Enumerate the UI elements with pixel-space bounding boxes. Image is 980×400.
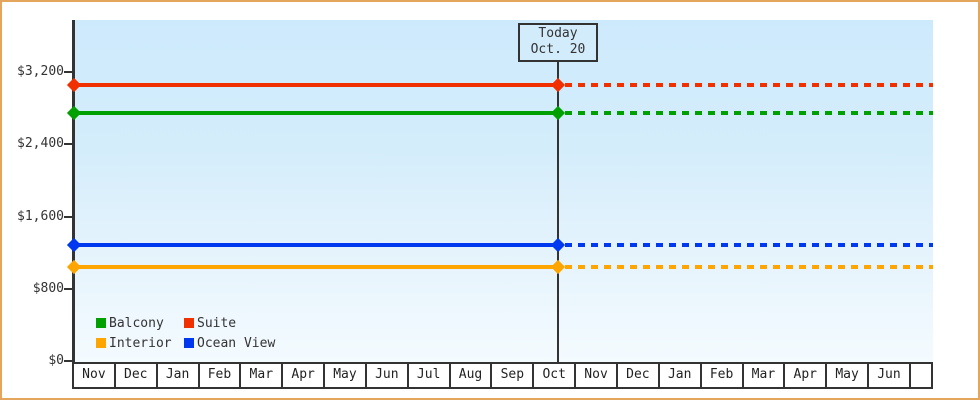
legend-label: Balcony — [109, 315, 164, 331]
balcony-swatch-icon — [96, 318, 106, 328]
suite-line-dashed — [565, 83, 933, 87]
legend-item-balcony: Balcony — [96, 313, 184, 333]
balcony-line-dashed — [565, 111, 933, 115]
month-cell: Mar — [241, 364, 284, 387]
y-tick-label: $0 — [48, 353, 64, 368]
suite-line-solid — [72, 83, 558, 87]
y-tick-label: $2,400 — [17, 136, 64, 152]
plot-area — [75, 20, 933, 362]
today-label-line2: Oct. 20 — [530, 42, 586, 57]
month-cell: Apr — [283, 364, 326, 387]
today-line — [557, 62, 559, 362]
y-tick-mark — [64, 215, 73, 218]
y-tick-label: $3,200 — [17, 64, 64, 79]
legend-item-interior: Interior — [96, 333, 184, 353]
month-cell: Jun — [367, 364, 409, 387]
y-tick-mark — [64, 287, 73, 290]
y-tick-mark — [64, 360, 73, 362]
interior-line-solid — [72, 265, 558, 269]
legend-item-suite: Suite — [184, 313, 275, 333]
month-cell: Aug — [451, 364, 493, 387]
month-cell: Nov — [576, 364, 618, 387]
month-cell: Jan — [660, 364, 702, 387]
ocean-view-line-solid — [72, 243, 558, 247]
month-cell: Feb — [702, 364, 744, 387]
interior-swatch-icon — [96, 338, 106, 348]
month-cell: Dec — [116, 364, 158, 387]
month-cell: Sep — [492, 364, 535, 387]
y-tick-label: $800 — [32, 280, 64, 296]
month-cell: Dec — [618, 364, 660, 387]
month-cell: Jan — [158, 364, 200, 387]
suite-swatch-icon — [184, 318, 194, 328]
legend-label: Interior — [109, 335, 172, 351]
month-cell: Oct — [534, 364, 577, 387]
y-tick-mark — [64, 143, 73, 146]
y-axis-line — [72, 20, 75, 362]
ocean-view-line-dashed — [565, 243, 933, 247]
x-axis-month-strip: Nov Dec Jan Feb Mar Apr May Jun Jul Aug Sep Oct Nov D… — [72, 362, 933, 389]
month-cell-trailing — [911, 364, 931, 387]
month-cell: May — [827, 364, 870, 387]
month-cell: May — [325, 364, 367, 387]
today-label-box: Today Oct. 20 — [518, 23, 598, 62]
legend: Balcony Suite Interior Ocean View — [96, 313, 275, 353]
legend-label: Ocean View — [197, 335, 276, 351]
legend-label: Suite — [197, 315, 237, 331]
balcony-line-solid — [72, 111, 558, 115]
month-cell: Mar — [744, 364, 786, 387]
month-cell: Nov — [74, 364, 116, 387]
ocean-view-swatch-icon — [184, 338, 194, 348]
today-label-line1: Today — [538, 26, 578, 41]
month-cell: Apr — [785, 364, 828, 387]
y-tick-mark — [64, 71, 73, 73]
month-cell: Feb — [200, 364, 242, 387]
y-tick-label: $1,600 — [17, 208, 64, 224]
legend-item-ocean-view: Ocean View — [184, 333, 275, 353]
month-cell: Jul — [409, 364, 451, 387]
interior-line-dashed — [565, 265, 933, 269]
month-cell: Jun — [869, 364, 911, 387]
